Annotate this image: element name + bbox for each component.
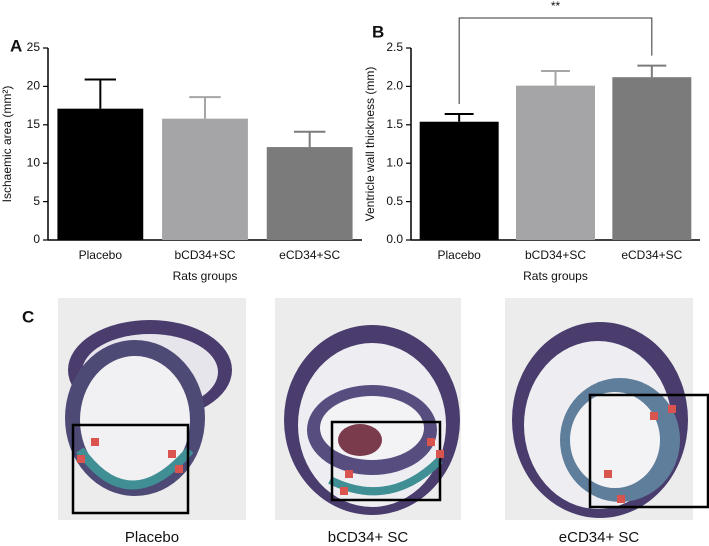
significance-label: ** bbox=[551, 0, 561, 13]
y-tick-label: 0 bbox=[33, 232, 40, 246]
x-tick-label: eCD34+SC bbox=[621, 248, 682, 262]
x-tick-label: Placebo bbox=[79, 248, 123, 262]
y-axis-label: Ischaemic area (mm²) bbox=[0, 86, 14, 203]
histology-image bbox=[58, 298, 246, 520]
y-tick-label: 2.5 bbox=[386, 40, 403, 54]
x-tick-label: bCD34+SC bbox=[525, 248, 586, 262]
bar bbox=[162, 118, 248, 240]
y-tick-label: 1.5 bbox=[386, 117, 403, 131]
histology-panels bbox=[58, 298, 709, 520]
histology-image bbox=[505, 298, 709, 520]
bar bbox=[419, 121, 499, 240]
y-tick-label: 25 bbox=[27, 40, 41, 54]
panel-label: B bbox=[372, 22, 384, 41]
x-tick-label: Placebo bbox=[437, 248, 481, 262]
y-tick-label: 10 bbox=[27, 155, 41, 169]
y-tick-label: 0.5 bbox=[386, 194, 403, 208]
y-tick-label: 0.0 bbox=[386, 232, 403, 246]
image-caption: eCD34+ SC bbox=[559, 529, 640, 546]
y-tick-label: 5 bbox=[33, 194, 40, 208]
significance-bracket bbox=[458, 17, 653, 105]
y-tick-label: 20 bbox=[27, 79, 41, 93]
y-tick-label: 15 bbox=[27, 117, 41, 131]
x-tick-label: bCD34+SC bbox=[174, 248, 235, 262]
y-axis-label: Ventricle wall thickness (mm) bbox=[363, 67, 377, 222]
bar bbox=[612, 77, 692, 241]
bar bbox=[266, 147, 353, 240]
bar bbox=[57, 108, 144, 240]
x-axis-label: Rats groups bbox=[173, 269, 238, 283]
panel-label: A bbox=[10, 36, 22, 55]
image-caption: bCD34+ SC bbox=[328, 529, 409, 546]
histology-image bbox=[275, 298, 461, 520]
y-tick-label: 2.0 bbox=[386, 79, 403, 93]
x-tick-label: eCD34+SC bbox=[279, 248, 340, 262]
image-caption: Placebo bbox=[125, 529, 179, 546]
bar bbox=[516, 85, 595, 240]
x-axis-label: Rats groups bbox=[523, 269, 588, 283]
panel-label: C bbox=[22, 307, 34, 326]
y-tick-label: 1.0 bbox=[386, 155, 403, 169]
